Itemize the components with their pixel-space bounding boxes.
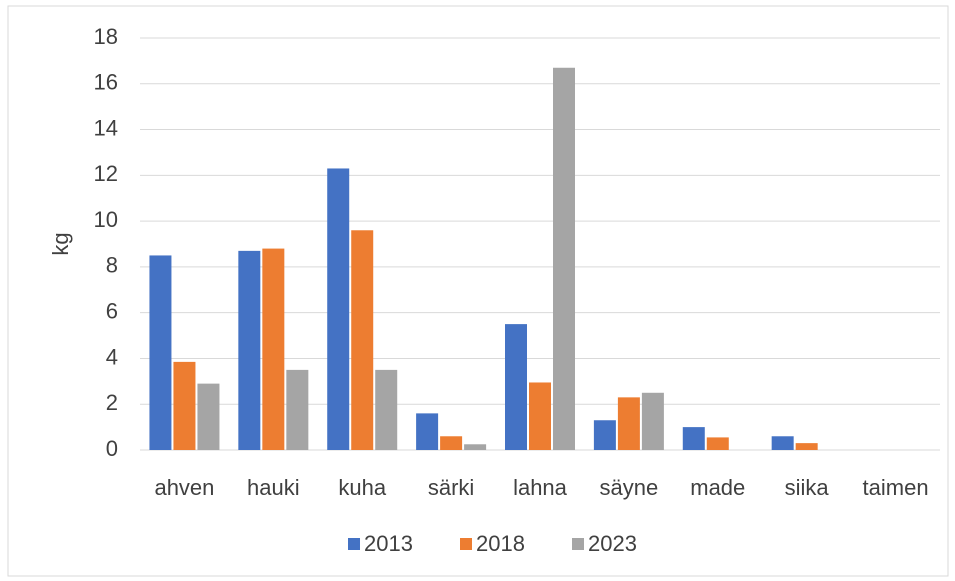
y-tick-label: 14 — [94, 115, 118, 140]
x-tick-label: kuha — [338, 475, 386, 500]
y-tick-label: 2 — [106, 390, 118, 415]
bar — [327, 168, 350, 450]
bar — [529, 382, 551, 450]
legend-label: 2023 — [588, 531, 637, 556]
bar — [771, 436, 794, 450]
bar — [197, 383, 220, 450]
x-tick-label: hauki — [247, 475, 300, 500]
y-tick-label: 4 — [106, 344, 118, 369]
bar — [375, 369, 398, 450]
y-tick-label: 16 — [94, 70, 118, 95]
legend-label: 2018 — [476, 531, 525, 556]
bar — [505, 324, 527, 450]
bar — [795, 443, 818, 450]
legend-swatch — [460, 538, 472, 550]
x-tick-label: särki — [428, 475, 474, 500]
bar — [149, 255, 172, 450]
bar — [238, 250, 261, 450]
legend-swatch — [572, 538, 584, 550]
bar — [351, 230, 374, 450]
y-tick-label: 6 — [106, 298, 118, 323]
bar — [286, 369, 309, 450]
bar — [553, 67, 575, 450]
legend-label: 2013 — [364, 531, 413, 556]
legend-swatch — [348, 538, 360, 550]
bar — [593, 420, 616, 450]
bar — [641, 392, 664, 450]
x-tick-label: made — [690, 475, 745, 500]
y-tick-label: 12 — [94, 161, 118, 186]
bar — [617, 397, 640, 450]
x-tick-label: ahven — [154, 475, 214, 500]
y-tick-label: 10 — [94, 207, 118, 232]
x-tick-label: säyne — [600, 475, 659, 500]
y-tick-label: 18 — [94, 24, 118, 49]
bar — [682, 427, 705, 450]
y-tick-label: 0 — [106, 436, 118, 461]
bar — [416, 413, 439, 450]
y-axis-label: kg — [48, 232, 73, 255]
x-tick-label: taimen — [863, 475, 929, 500]
bar — [706, 437, 729, 450]
bar — [173, 361, 196, 450]
x-tick-label: lahna — [513, 475, 568, 500]
bar — [464, 444, 487, 450]
bar — [262, 248, 285, 450]
x-tick-label: siika — [785, 475, 830, 500]
y-tick-label: 8 — [106, 253, 118, 278]
bar — [440, 436, 463, 450]
